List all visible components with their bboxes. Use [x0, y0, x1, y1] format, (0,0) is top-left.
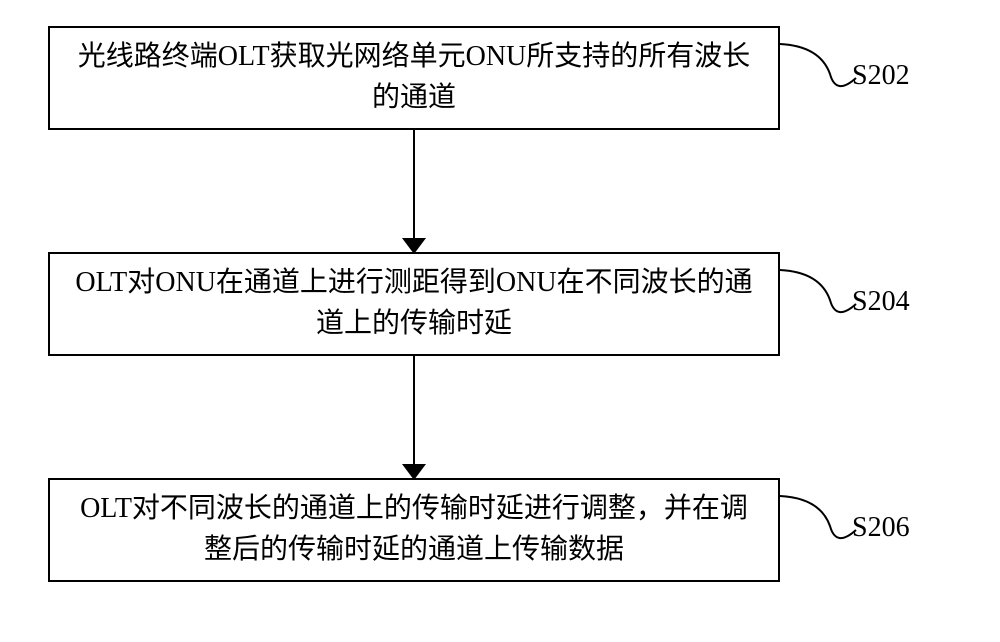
flow-label-1: S202: [852, 60, 910, 92]
arrow-1-line: [413, 130, 415, 240]
flow-node-3-text: OLT对不同波长的通道上的传输时延进行调整，并在调整后的传输时延的通道上传输数据: [68, 489, 760, 570]
arrow-2-line: [413, 356, 415, 466]
flow-node-2: OLT对ONU在通道上进行测距得到ONU在不同波长的通道上的传输时延: [48, 252, 780, 356]
connector-curve-3: [778, 494, 858, 554]
flow-node-2-text: OLT对ONU在通道上进行测距得到ONU在不同波长的通道上的传输时延: [68, 263, 760, 344]
flowchart-canvas: 光线路终端OLT获取光网络单元ONU所支持的所有波长的通道 S202 OLT对O…: [0, 0, 1000, 642]
flow-label-2: S204: [852, 286, 910, 318]
flow-node-1: 光线路终端OLT获取光网络单元ONU所支持的所有波长的通道: [48, 26, 780, 130]
flow-node-3: OLT对不同波长的通道上的传输时延进行调整，并在调整后的传输时延的通道上传输数据: [48, 478, 780, 582]
connector-curve-2: [778, 268, 858, 328]
flow-node-1-text: 光线路终端OLT获取光网络单元ONU所支持的所有波长的通道: [68, 37, 760, 118]
connector-curve-1: [778, 42, 858, 102]
flow-label-3: S206: [852, 512, 910, 544]
